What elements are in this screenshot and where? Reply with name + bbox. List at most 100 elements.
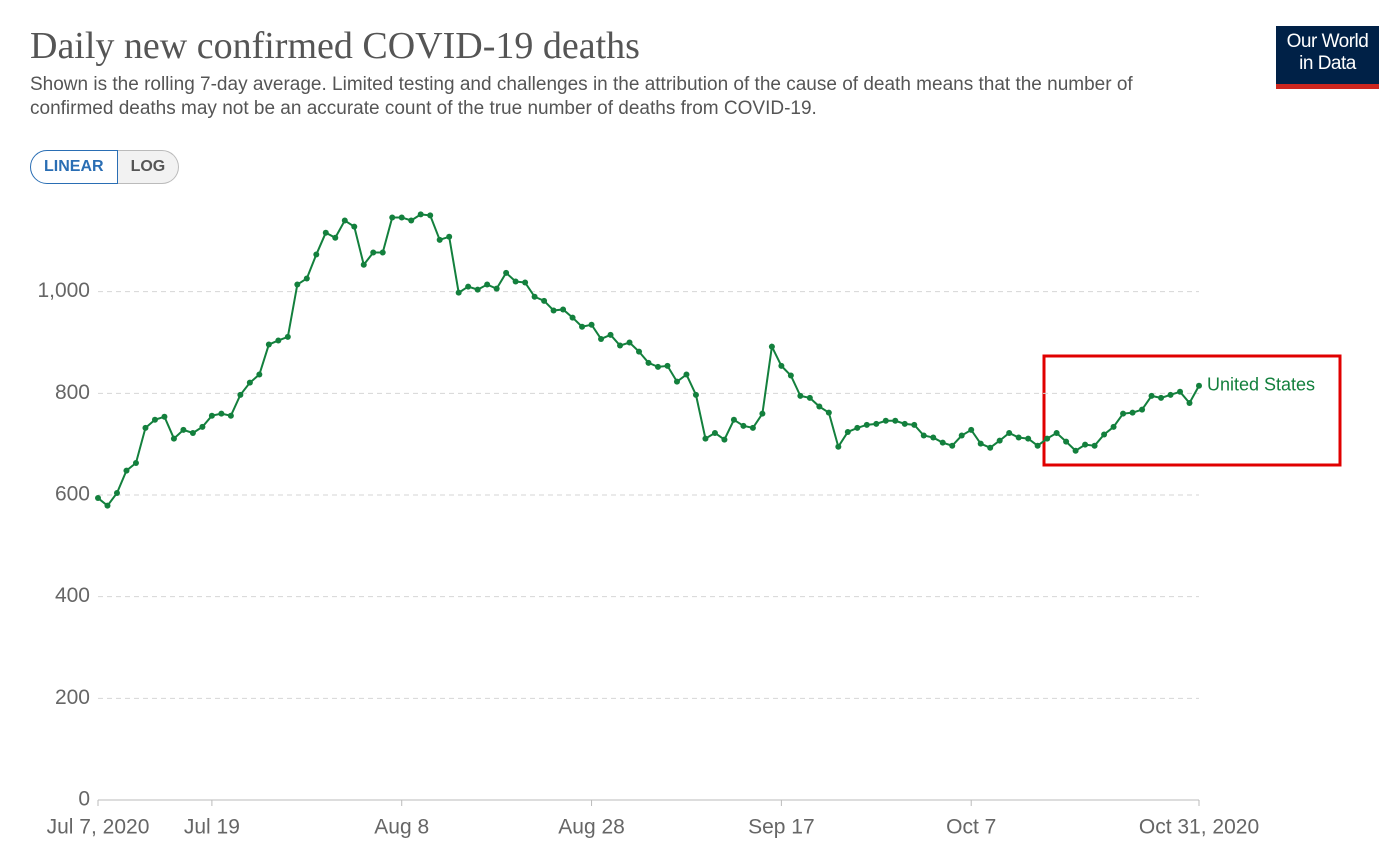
data-point bbox=[892, 417, 899, 424]
data-point bbox=[360, 261, 367, 268]
data-point bbox=[1177, 388, 1184, 395]
data-point bbox=[332, 234, 339, 241]
data-point bbox=[503, 269, 510, 276]
data-point bbox=[740, 422, 747, 429]
linear-button[interactable]: LINEAR bbox=[30, 150, 118, 184]
x-tick-label: Aug 28 bbox=[558, 816, 625, 839]
data-point bbox=[1167, 391, 1174, 398]
y-tick-label: 0 bbox=[78, 788, 90, 811]
data-point bbox=[1091, 442, 1098, 449]
data-point bbox=[218, 410, 225, 417]
data-point bbox=[512, 278, 519, 285]
data-point bbox=[683, 371, 690, 378]
data-point bbox=[569, 314, 576, 321]
logo-line: Our World bbox=[1286, 31, 1369, 52]
data-point bbox=[199, 423, 206, 430]
data-point bbox=[436, 236, 443, 243]
y-tick-label: 400 bbox=[55, 584, 90, 607]
data-point bbox=[1025, 435, 1032, 442]
data-point bbox=[189, 429, 196, 436]
logo[interactable]: Our World in Data bbox=[1276, 26, 1379, 89]
x-tick-label: Jul 7, 2020 bbox=[47, 816, 150, 839]
data-point bbox=[816, 403, 823, 410]
data-point bbox=[825, 409, 832, 416]
data-point bbox=[170, 435, 177, 442]
data-point bbox=[911, 421, 918, 428]
data-point bbox=[579, 323, 586, 330]
x-tick-label: Oct 31, 2020 bbox=[1139, 816, 1259, 839]
data-point bbox=[341, 217, 348, 224]
x-tick-label: Jul 19 bbox=[184, 816, 240, 839]
data-point bbox=[1101, 431, 1108, 438]
log-button[interactable]: LOG bbox=[117, 150, 180, 184]
data-point bbox=[417, 211, 424, 218]
data-point bbox=[588, 321, 595, 328]
chart-subtitle: Shown is the rolling 7-day average. Limi… bbox=[30, 74, 1133, 119]
data-point bbox=[1148, 392, 1155, 399]
data-point bbox=[284, 333, 291, 340]
data-point bbox=[132, 459, 139, 466]
data-point bbox=[1139, 406, 1146, 413]
data-point bbox=[844, 428, 851, 435]
data-point bbox=[977, 440, 984, 447]
data-point bbox=[379, 249, 386, 256]
data-point bbox=[711, 429, 718, 436]
data-point bbox=[759, 410, 766, 417]
data-point bbox=[1158, 394, 1165, 401]
data-point bbox=[730, 416, 737, 423]
data-point bbox=[987, 444, 994, 451]
data-point bbox=[541, 297, 548, 304]
y-tick-label: 1,000 bbox=[37, 279, 90, 302]
data-point bbox=[901, 420, 908, 427]
data-point bbox=[123, 467, 130, 474]
data-point bbox=[474, 286, 481, 293]
data-point bbox=[180, 426, 187, 433]
data-point bbox=[949, 442, 956, 449]
data-point bbox=[626, 339, 633, 346]
data-point bbox=[930, 434, 937, 441]
logo-line: in Data bbox=[1299, 53, 1356, 74]
data-point bbox=[1082, 441, 1089, 448]
data-point bbox=[749, 424, 756, 431]
data-point bbox=[721, 436, 728, 443]
data-point bbox=[151, 416, 158, 423]
data-point bbox=[142, 424, 149, 431]
data-point bbox=[607, 331, 614, 338]
data-point bbox=[246, 379, 253, 386]
data-point bbox=[598, 335, 605, 342]
data-point bbox=[351, 223, 358, 230]
data-point bbox=[237, 391, 244, 398]
data-point bbox=[256, 371, 263, 378]
data-point bbox=[550, 307, 557, 314]
data-point bbox=[455, 289, 462, 296]
data-point bbox=[617, 342, 624, 349]
data-point bbox=[398, 214, 405, 221]
data-point bbox=[968, 426, 975, 433]
data-point bbox=[484, 281, 491, 288]
data-point bbox=[873, 420, 880, 427]
data-point bbox=[654, 363, 661, 370]
data-point bbox=[636, 348, 643, 355]
data-point bbox=[797, 392, 804, 399]
data-point bbox=[1063, 438, 1070, 445]
y-tick-label: 800 bbox=[55, 381, 90, 404]
data-point bbox=[446, 233, 453, 240]
data-point bbox=[920, 432, 927, 439]
data-point bbox=[854, 424, 861, 431]
x-tick-label: Oct 7 bbox=[946, 816, 996, 839]
series-label: United States bbox=[1207, 374, 1315, 394]
data-point bbox=[664, 362, 671, 369]
data-point bbox=[313, 251, 320, 258]
chart-title: Daily new confirmed COVID-19 deaths bbox=[30, 25, 640, 67]
data-point bbox=[1196, 382, 1202, 389]
data-point bbox=[161, 413, 168, 420]
data-point bbox=[835, 443, 842, 450]
data-point bbox=[806, 394, 813, 401]
data-point bbox=[1053, 429, 1060, 436]
data-point bbox=[1034, 442, 1041, 449]
data-point bbox=[1110, 423, 1117, 430]
data-point bbox=[1015, 434, 1022, 441]
data-point bbox=[768, 343, 775, 350]
data-point bbox=[1044, 435, 1051, 442]
